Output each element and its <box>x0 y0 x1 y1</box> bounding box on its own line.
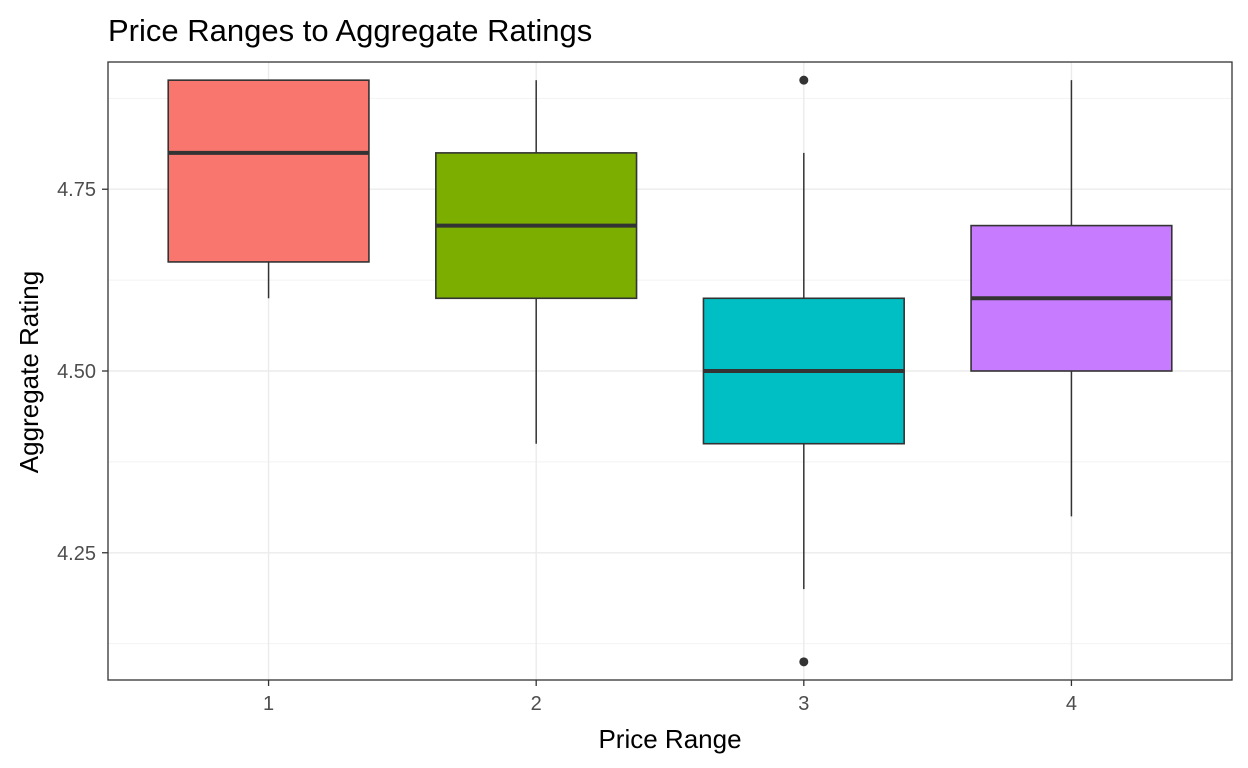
y-axis-ticks: 4.25 4.50 4.75 <box>57 179 108 565</box>
x-axis-label: Price Range <box>598 724 741 754</box>
box-4 <box>970 80 1173 517</box>
outlier-point <box>799 657 809 667</box>
y-tick-label: 4.75 <box>57 179 96 201</box>
box-1 <box>167 79 370 299</box>
x-tick-label: 2 <box>531 693 542 715</box>
y-tick-label: 4.25 <box>57 543 96 565</box>
x-tick-label: 3 <box>798 693 809 715</box>
y-tick-label: 4.50 <box>57 361 96 383</box>
box-2 <box>435 80 638 444</box>
chart-title: Price Ranges to Aggregate Ratings <box>108 13 592 48</box>
x-tick-label: 4 <box>1066 693 1077 715</box>
x-tick-label: 1 <box>263 693 274 715</box>
box-3 <box>702 75 905 667</box>
x-axis-ticks: 1 2 3 4 <box>263 680 1077 715</box>
y-axis-label: Aggregate Rating <box>14 271 44 473</box>
box-body <box>167 79 370 263</box>
box-layer <box>167 75 1173 667</box>
outlier-point <box>799 75 809 85</box>
